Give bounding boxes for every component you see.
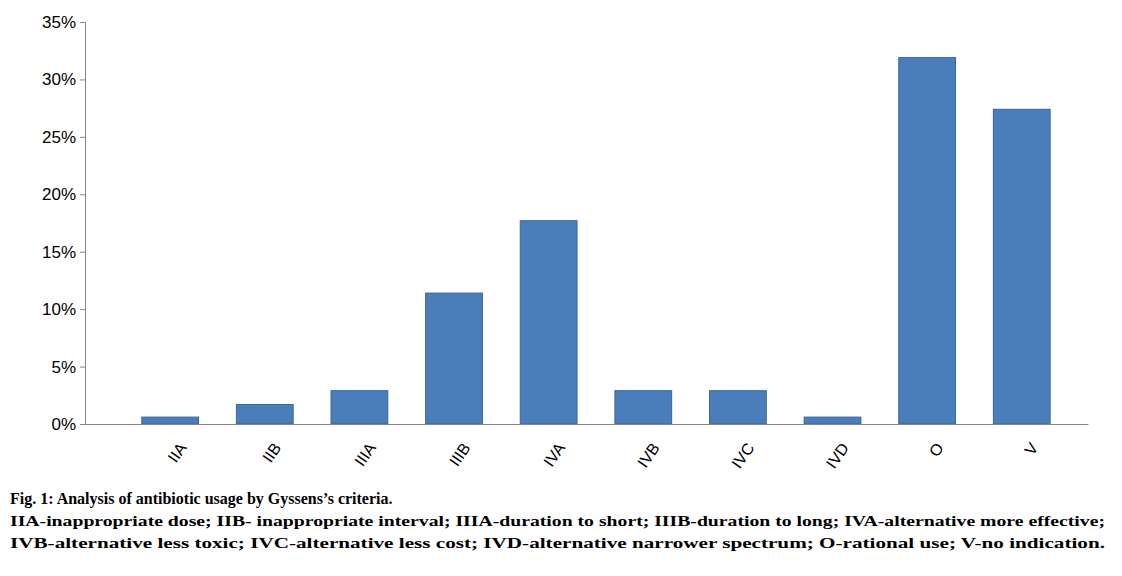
x-tick: IVB — [634, 424, 663, 471]
x-tick-label: IVD — [823, 440, 852, 472]
x-tick-label: IVC — [728, 440, 757, 472]
y-tick: 35% — [42, 13, 85, 32]
y-tick-mark — [80, 79, 85, 80]
y-tick-mark — [80, 252, 85, 253]
caption-line: IIA-inappropriate dose; IIB- inappropria… — [10, 513, 1105, 529]
y-tick: 10% — [42, 300, 85, 319]
y-tick-mark — [80, 137, 85, 138]
caption-title: Fig. 1: Analysis of antibiotic usage by … — [10, 490, 393, 508]
y-tick-label: 15% — [42, 243, 76, 262]
y-tick-label: 0% — [51, 415, 76, 434]
bars — [142, 58, 1050, 424]
x-tick-label: IIB — [259, 440, 284, 466]
y-tick-label: 5% — [51, 358, 76, 377]
x-tick: V — [1021, 424, 1041, 458]
y-tick-label: 30% — [42, 70, 76, 89]
x-tick: IIIB — [446, 424, 474, 469]
bar — [236, 404, 293, 424]
y-tick-label: 35% — [42, 13, 76, 32]
x-tick-label: IIIB — [446, 440, 474, 469]
x-axis: IIA IIB IIIA IIIB IVA IVB IVC IVD O V — [86, 424, 1089, 471]
y-tick-mark — [80, 309, 85, 310]
y-tick: 20% — [42, 185, 85, 204]
bar — [331, 391, 388, 424]
y-axis: 0% 5% 10% 15% 20% 25% 30% 35% — [42, 13, 86, 434]
x-tick-label: IIIA — [351, 440, 379, 470]
bar — [804, 417, 861, 424]
bar — [142, 417, 199, 424]
x-tick: O — [926, 424, 947, 460]
x-tick: IIIA — [351, 424, 379, 469]
x-axis-line — [86, 424, 1089, 425]
y-tick: 0% — [51, 415, 85, 434]
bar — [993, 109, 1050, 424]
y-tick-label: 20% — [42, 185, 76, 204]
x-tick: IVD — [823, 424, 852, 471]
bar — [899, 58, 956, 424]
bar — [426, 293, 483, 424]
y-tick-mark — [80, 22, 85, 23]
y-tick-label: 10% — [42, 300, 76, 319]
y-axis-line — [80, 23, 86, 425]
y-tick-mark — [80, 424, 85, 425]
caption-line: IVB-alternative less toxic; IVC-alternat… — [10, 535, 1105, 551]
bar — [520, 221, 577, 424]
chart: 0%5%10%15%20%25%30%35%IIAIIBIIIAIIIBIVAI… — [0, 0, 1122, 576]
y-tick: 30% — [42, 70, 85, 89]
y-tick-label: 25% — [42, 128, 76, 147]
x-tick-label: IVA — [540, 440, 568, 470]
x-tick-label: O — [926, 440, 947, 460]
x-tick-label: IVB — [634, 440, 663, 471]
y-tick: 25% — [42, 128, 85, 147]
x-tick-label: V — [1021, 440, 1041, 459]
x-tick: IIA — [165, 424, 190, 466]
x-tick-label: IIA — [165, 440, 190, 466]
y-tick-mark — [80, 367, 85, 368]
y-tick: 5% — [51, 358, 85, 377]
bar — [710, 391, 767, 424]
y-tick-mark — [80, 194, 85, 195]
bar — [615, 391, 672, 424]
x-tick: IIB — [259, 424, 284, 466]
x-tick: IVA — [540, 424, 568, 470]
y-tick: 15% — [42, 243, 85, 262]
x-tick: IVC — [728, 424, 757, 471]
